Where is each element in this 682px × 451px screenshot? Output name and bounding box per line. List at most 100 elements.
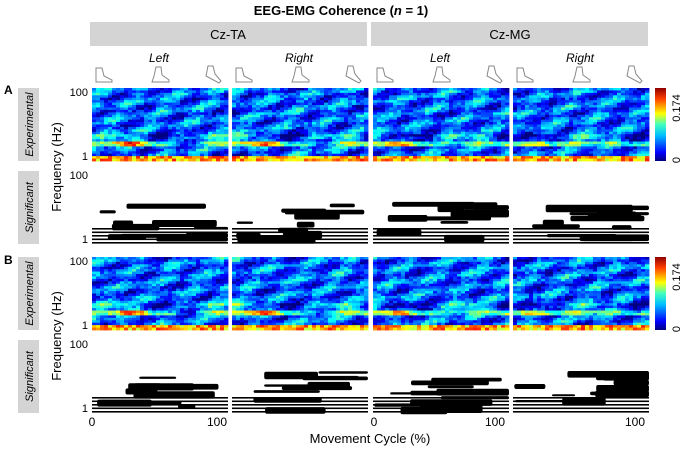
heat-cell bbox=[292, 122, 297, 125]
heat-cell bbox=[505, 92, 510, 96]
heat-cell bbox=[116, 92, 121, 96]
heat-cell bbox=[244, 134, 249, 138]
heat-cell bbox=[124, 295, 129, 299]
heat-cell bbox=[609, 153, 614, 157]
heat-cell bbox=[324, 134, 329, 138]
heat-cell bbox=[296, 151, 301, 155]
heat-cell bbox=[489, 105, 494, 108]
heat-cell bbox=[128, 308, 133, 311]
heat-cell bbox=[176, 141, 181, 145]
heat-cell bbox=[493, 158, 498, 162]
heat-cell bbox=[136, 298, 141, 302]
heat-cell bbox=[116, 112, 121, 116]
heat-cell bbox=[517, 107, 522, 111]
heat-cell bbox=[449, 131, 454, 135]
heat-cell bbox=[336, 122, 341, 125]
heat-cell bbox=[96, 107, 101, 111]
heat-cell bbox=[557, 158, 562, 162]
heat-cell bbox=[441, 141, 446, 145]
heat-cell bbox=[541, 100, 546, 103]
heat-cell bbox=[389, 126, 394, 130]
heat-cell bbox=[561, 153, 566, 157]
heat-cell bbox=[100, 303, 105, 307]
heat-cell bbox=[224, 88, 229, 91]
heat-cell bbox=[308, 114, 313, 118]
heat-cell bbox=[561, 117, 566, 121]
significant-region bbox=[232, 231, 368, 234]
heat-cell bbox=[481, 143, 486, 147]
heat-cell bbox=[100, 143, 105, 147]
heat-cell bbox=[172, 131, 177, 135]
heat-cell bbox=[120, 100, 125, 103]
heat-cell bbox=[112, 259, 117, 263]
heat-cell bbox=[112, 136, 117, 140]
heat-cell bbox=[116, 136, 121, 140]
heat-cell bbox=[200, 269, 205, 272]
heat-cell bbox=[140, 139, 145, 142]
heat-cell bbox=[176, 131, 181, 135]
heat-cell bbox=[236, 143, 241, 147]
heat-cell bbox=[124, 95, 129, 99]
heat-cell bbox=[364, 97, 369, 101]
heat-cell bbox=[481, 153, 486, 157]
heat-cell bbox=[92, 257, 97, 260]
heat-cell bbox=[473, 107, 478, 111]
heat-cell bbox=[557, 139, 562, 142]
heat-cell bbox=[224, 281, 229, 285]
heat-cell bbox=[116, 102, 121, 106]
heat-cell bbox=[569, 105, 574, 108]
heat-cell bbox=[128, 117, 133, 121]
heat-cell bbox=[324, 148, 329, 152]
heat-cell bbox=[204, 95, 209, 99]
heat-cell bbox=[340, 139, 345, 142]
side-label: Right bbox=[285, 51, 314, 65]
heat-cell bbox=[645, 90, 650, 94]
heat-cell bbox=[489, 131, 494, 135]
heat-cell bbox=[493, 124, 498, 128]
heat-cell bbox=[425, 100, 430, 103]
heat-cell bbox=[344, 153, 349, 157]
heat-cell bbox=[465, 88, 470, 91]
heat-cell bbox=[348, 151, 353, 155]
heat-cell bbox=[573, 114, 578, 118]
heat-cell bbox=[449, 119, 454, 123]
heat-cell bbox=[136, 274, 141, 277]
heat-cell bbox=[445, 97, 450, 101]
heat-cell bbox=[136, 312, 141, 316]
heat-cell bbox=[284, 146, 289, 150]
heat-cell bbox=[272, 129, 277, 133]
heat-cell bbox=[108, 305, 113, 309]
heat-cell bbox=[92, 264, 97, 268]
heat-cell bbox=[641, 146, 646, 150]
heat-cell bbox=[609, 151, 614, 155]
heat-cell bbox=[152, 143, 157, 147]
heat-cell bbox=[397, 114, 402, 118]
heat-cell bbox=[429, 139, 434, 142]
heat-cell bbox=[320, 92, 325, 96]
heat-cell bbox=[248, 90, 253, 94]
significance-map bbox=[92, 171, 228, 244]
heat-cell bbox=[136, 257, 141, 260]
heat-cell bbox=[581, 158, 586, 162]
significant-region bbox=[232, 235, 368, 237]
heat-cell bbox=[244, 107, 249, 111]
heat-cell bbox=[104, 298, 109, 302]
heat-cell bbox=[577, 151, 582, 155]
heat-cell bbox=[409, 143, 414, 147]
heat-cell bbox=[373, 136, 378, 140]
significance-map bbox=[513, 171, 649, 244]
heat-cell bbox=[116, 88, 121, 91]
heat-cell bbox=[140, 114, 145, 118]
heat-cell bbox=[196, 131, 201, 135]
heat-cell bbox=[104, 303, 109, 307]
heat-cell bbox=[148, 107, 153, 111]
heat-cell bbox=[236, 124, 241, 128]
heat-cell bbox=[184, 264, 189, 268]
heat-cell bbox=[373, 126, 378, 130]
heat-cell bbox=[284, 119, 289, 123]
heat-cell bbox=[577, 156, 582, 159]
heat-cell bbox=[633, 134, 638, 138]
heat-cell bbox=[92, 102, 97, 106]
heat-cell bbox=[360, 146, 365, 150]
heat-cell bbox=[176, 293, 181, 297]
